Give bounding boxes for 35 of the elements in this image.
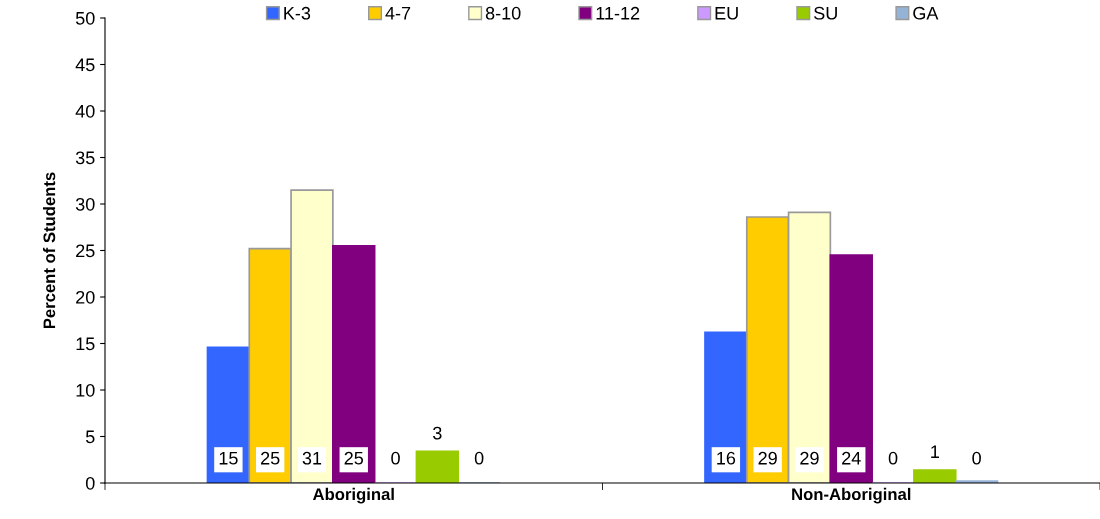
y-tick-label: 35 (75, 151, 95, 165)
legend-label: SU (814, 6, 837, 20)
data-label: 31 (302, 451, 322, 465)
x-tick-label: Aboriginal (312, 487, 394, 504)
data-label: 16 (717, 451, 736, 465)
data-label: 25 (344, 451, 364, 465)
data-label: 29 (758, 451, 777, 465)
data-label: 1 (931, 445, 939, 458)
data-label: 3 (433, 426, 442, 440)
legend-label: K-3 (284, 6, 311, 20)
y-tick-label: 20 (76, 290, 95, 304)
data-label: 0 (888, 451, 898, 465)
legend-label: EU (715, 7, 738, 20)
y-tick-label: 30 (75, 197, 95, 211)
y-tick-label: 25 (76, 244, 95, 258)
y-axis-title: Percent of Students (42, 172, 56, 329)
y-tick-label: 15 (76, 337, 95, 351)
data-label: 29 (800, 451, 819, 465)
data-label: 24 (842, 451, 861, 465)
y-tick-label: 40 (75, 104, 95, 118)
y-tick-label: 0 (85, 476, 95, 490)
y-tick-label: 10 (76, 383, 95, 397)
data-label: 0 (391, 451, 400, 465)
y-tick-label: 50 (75, 11, 95, 25)
y-tick-label: 45 (75, 58, 95, 72)
legend-label: 11-12 (596, 6, 640, 20)
legend-label: 4-7 (385, 7, 411, 20)
y-tick-label: 5 (85, 430, 95, 444)
x-tick-label: Non-Aboriginal (792, 487, 911, 504)
data-label: 15 (219, 452, 238, 465)
data-label: 0 (972, 451, 981, 465)
data-label: 0 (474, 451, 484, 465)
data-label: 25 (261, 451, 280, 465)
legend-label: GA (913, 6, 939, 20)
legend-label: 8-10 (485, 6, 521, 20)
